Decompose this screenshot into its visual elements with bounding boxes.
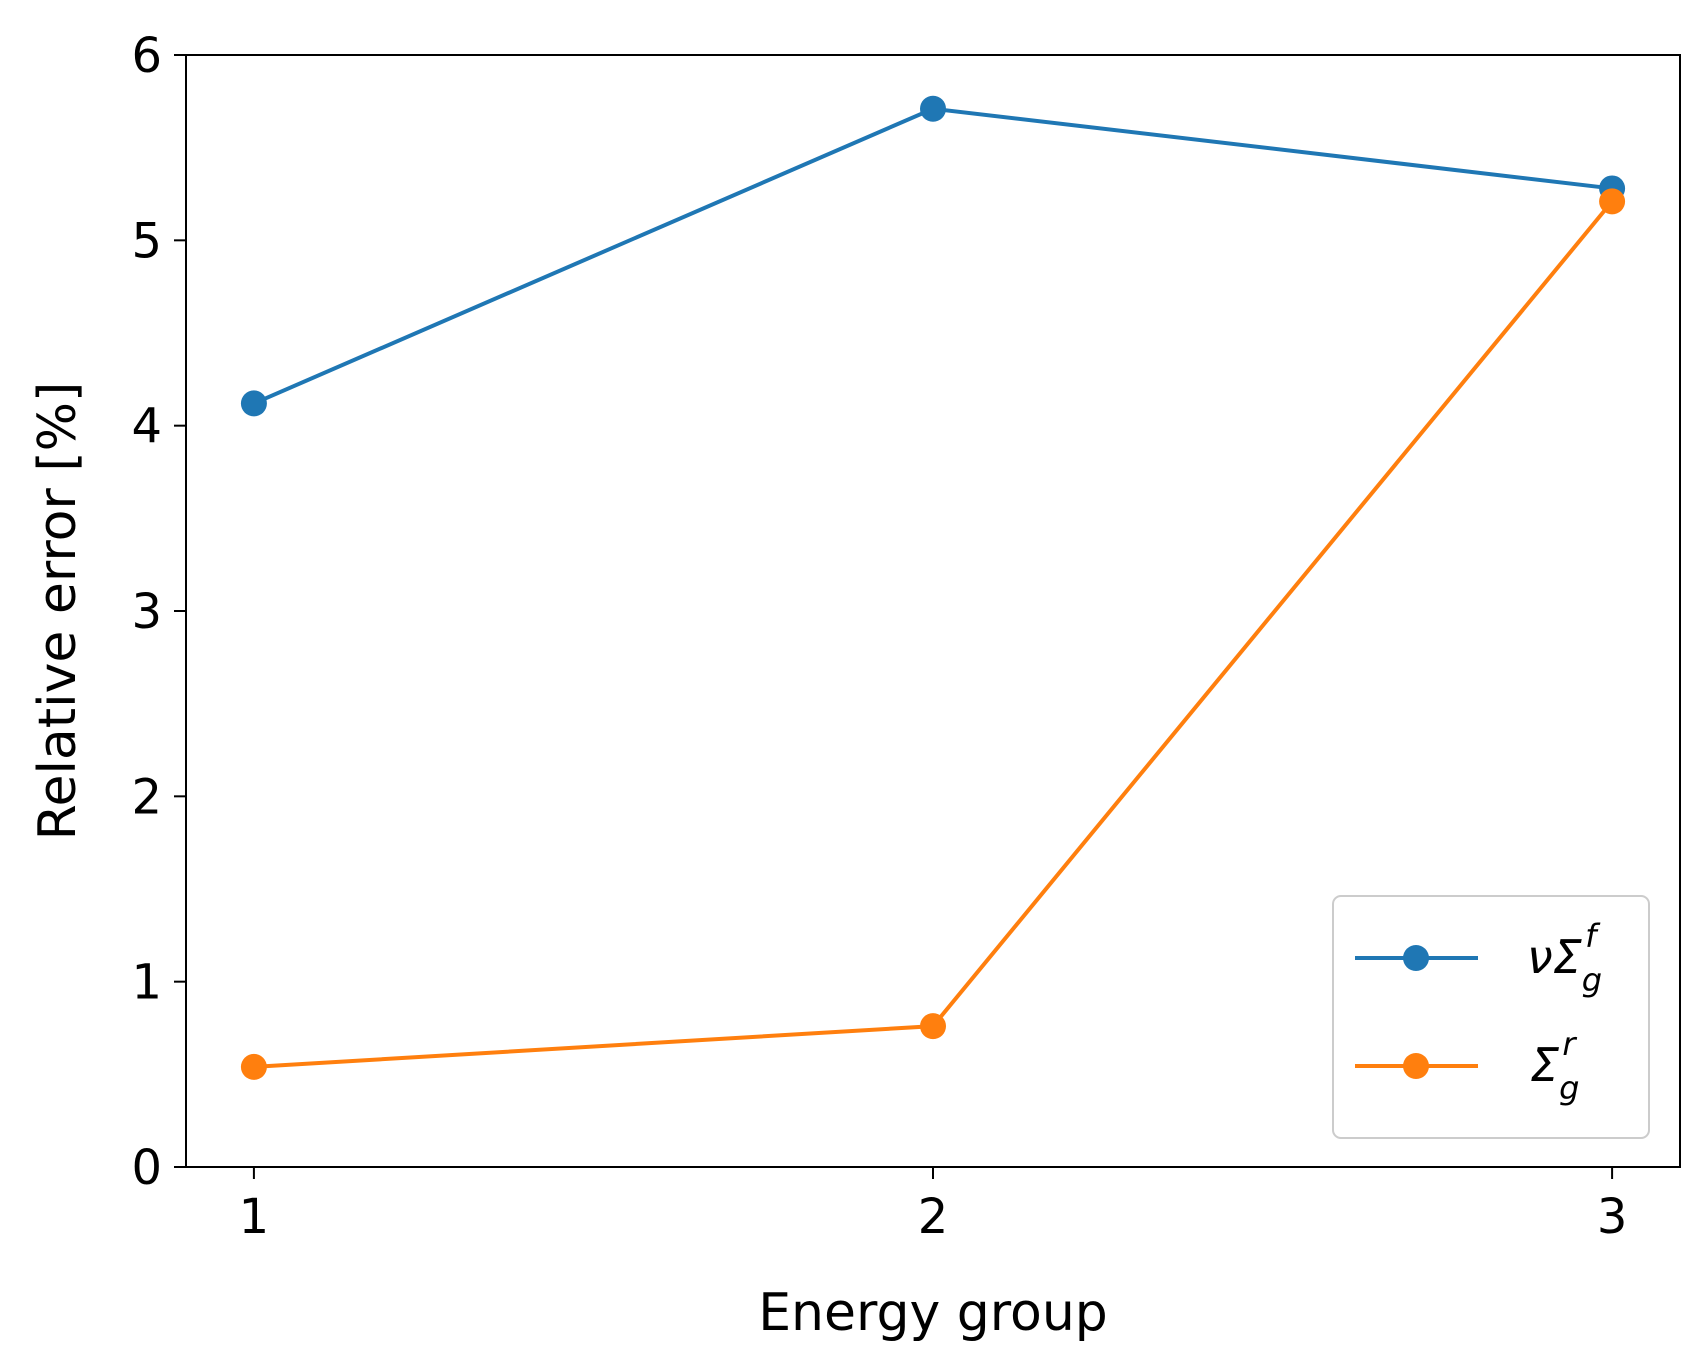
y-tick-label: 5 bbox=[131, 213, 162, 269]
data-point bbox=[920, 1013, 946, 1040]
y-tick-label: 3 bbox=[131, 584, 162, 640]
data-point bbox=[920, 95, 946, 122]
y-tick-label: 2 bbox=[131, 769, 162, 825]
x-tick-label: 1 bbox=[239, 1189, 270, 1245]
legend-marker-1 bbox=[1403, 945, 1429, 971]
data-point bbox=[240, 390, 267, 417]
data-point bbox=[1599, 188, 1626, 215]
data-point bbox=[240, 1053, 267, 1080]
x-tick-label: 3 bbox=[1597, 1189, 1628, 1245]
legend-label-1: νΣgf bbox=[1527, 917, 1602, 999]
x-tick-label: 2 bbox=[918, 1189, 949, 1245]
legend: νΣgf Σgr bbox=[1332, 895, 1650, 1139]
y-tick-label: 1 bbox=[131, 955, 162, 1011]
legend-label-2: Σgr bbox=[1530, 1025, 1579, 1107]
legend-marker-2 bbox=[1403, 1053, 1429, 1079]
plot-area bbox=[240, 95, 1626, 1080]
y-tick-label: 4 bbox=[131, 399, 162, 455]
x-axis-label: Energy group bbox=[758, 1283, 1108, 1343]
legend-box bbox=[1332, 895, 1650, 1139]
y-axis-label: Relative error [%] bbox=[28, 382, 88, 841]
legend-items: νΣgf Σgr bbox=[1355, 917, 1602, 1107]
y-tick-label: 0 bbox=[131, 1140, 162, 1196]
y-tick-label: 6 bbox=[131, 28, 162, 84]
axis-ticks: 1 2 3 0 1 2 3 4 5 6 bbox=[131, 28, 1627, 1245]
